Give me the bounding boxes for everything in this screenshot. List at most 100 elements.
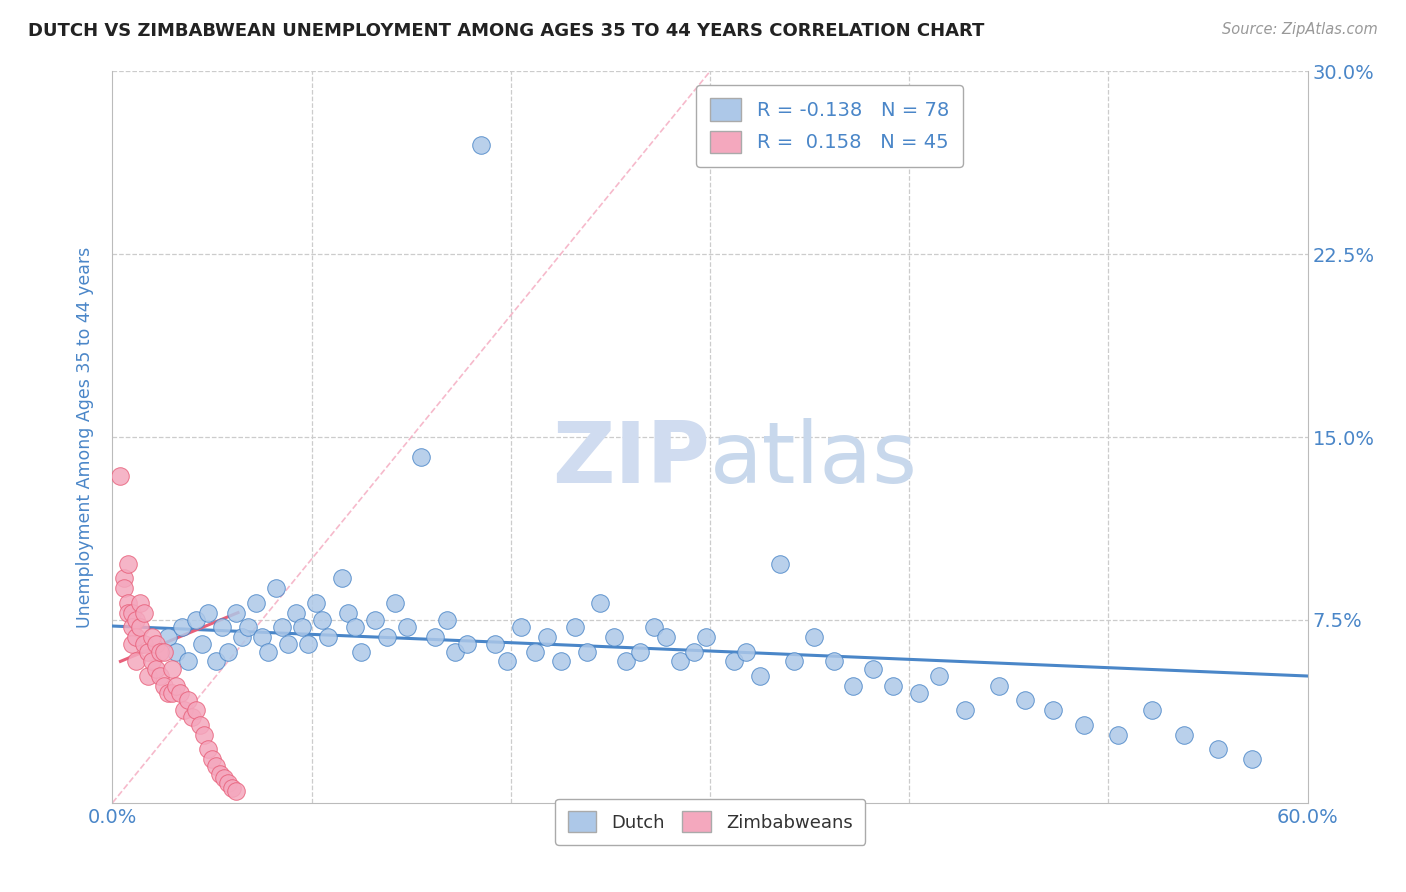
Point: [377, 630, 399, 644]
Point: [1107, 727, 1129, 741]
Point: [589, 596, 612, 610]
Point: [425, 630, 447, 644]
Point: [225, 783, 247, 797]
Point: [603, 630, 626, 644]
Point: [117, 606, 139, 620]
Point: [882, 679, 904, 693]
Point: [231, 630, 253, 644]
Point: [456, 637, 478, 651]
Point: [110, 469, 132, 483]
Point: [172, 620, 194, 634]
Point: [496, 654, 519, 668]
Point: [165, 679, 187, 693]
Point: [149, 645, 172, 659]
Point: [436, 613, 458, 627]
Point: [257, 645, 280, 659]
Point: [655, 630, 678, 644]
Point: [191, 637, 214, 651]
Point: [264, 581, 287, 595]
Point: [169, 686, 191, 700]
Point: [165, 645, 187, 659]
Point: [177, 654, 200, 668]
Point: [336, 606, 359, 620]
Point: [129, 596, 152, 610]
Point: [212, 772, 235, 786]
Point: [193, 727, 215, 741]
Point: [987, 679, 1010, 693]
Point: [141, 630, 163, 644]
Point: [134, 637, 156, 651]
Point: [316, 630, 339, 644]
Point: [384, 596, 406, 610]
Text: ZIP: ZIP: [553, 417, 710, 500]
Point: [284, 606, 307, 620]
Point: [201, 752, 224, 766]
Point: [509, 620, 531, 634]
Point: [277, 637, 299, 651]
Point: [225, 606, 247, 620]
Point: [145, 662, 167, 676]
Point: [735, 645, 758, 659]
Point: [803, 630, 825, 644]
Point: [1173, 727, 1195, 741]
Point: [616, 654, 638, 668]
Legend: Dutch, Zimbabweans: Dutch, Zimbabweans: [555, 799, 865, 845]
Point: [121, 637, 143, 651]
Point: [564, 620, 586, 634]
Point: [114, 572, 135, 586]
Point: [396, 620, 419, 634]
Text: atlas: atlas: [710, 417, 918, 500]
Point: [141, 654, 163, 668]
Point: [344, 620, 367, 634]
Point: [291, 620, 314, 634]
Point: [117, 596, 139, 610]
Point: [444, 645, 467, 659]
Point: [1042, 703, 1064, 717]
Point: [297, 637, 319, 651]
Point: [523, 645, 546, 659]
Point: [186, 613, 208, 627]
Point: [125, 613, 148, 627]
Point: [1240, 752, 1263, 766]
Point: [575, 645, 598, 659]
Point: [536, 630, 558, 644]
Point: [470, 137, 492, 152]
Point: [177, 693, 200, 707]
Point: [953, 703, 976, 717]
Point: [138, 669, 160, 683]
Point: [221, 781, 243, 796]
Point: [138, 645, 160, 659]
Point: [153, 645, 176, 659]
Point: [121, 620, 143, 634]
Point: [205, 759, 228, 773]
Point: [550, 654, 572, 668]
Y-axis label: Unemployment Among Ages 35 to 44 years: Unemployment Among Ages 35 to 44 years: [76, 246, 94, 628]
Point: [211, 620, 233, 634]
Point: [125, 654, 148, 668]
Point: [209, 766, 232, 780]
Point: [364, 613, 387, 627]
Point: [311, 613, 333, 627]
Point: [823, 654, 845, 668]
Point: [908, 686, 931, 700]
Point: [188, 718, 211, 732]
Point: [411, 450, 433, 464]
Text: Source: ZipAtlas.com: Source: ZipAtlas.com: [1222, 22, 1378, 37]
Point: [197, 742, 219, 756]
Point: [153, 679, 176, 693]
Point: [748, 669, 770, 683]
Point: [162, 662, 183, 676]
Text: DUTCH VS ZIMBABWEAN UNEMPLOYMENT AMONG AGES 35 TO 44 YEARS CORRELATION CHART: DUTCH VS ZIMBABWEAN UNEMPLOYMENT AMONG A…: [28, 22, 984, 40]
Point: [205, 654, 228, 668]
Point: [114, 581, 135, 595]
Point: [723, 654, 745, 668]
Point: [783, 654, 806, 668]
Point: [134, 606, 156, 620]
Point: [1014, 693, 1036, 707]
Point: [245, 596, 267, 610]
Point: [484, 637, 506, 651]
Point: [250, 630, 273, 644]
Point: [928, 669, 950, 683]
Point: [173, 703, 195, 717]
Point: [628, 645, 651, 659]
